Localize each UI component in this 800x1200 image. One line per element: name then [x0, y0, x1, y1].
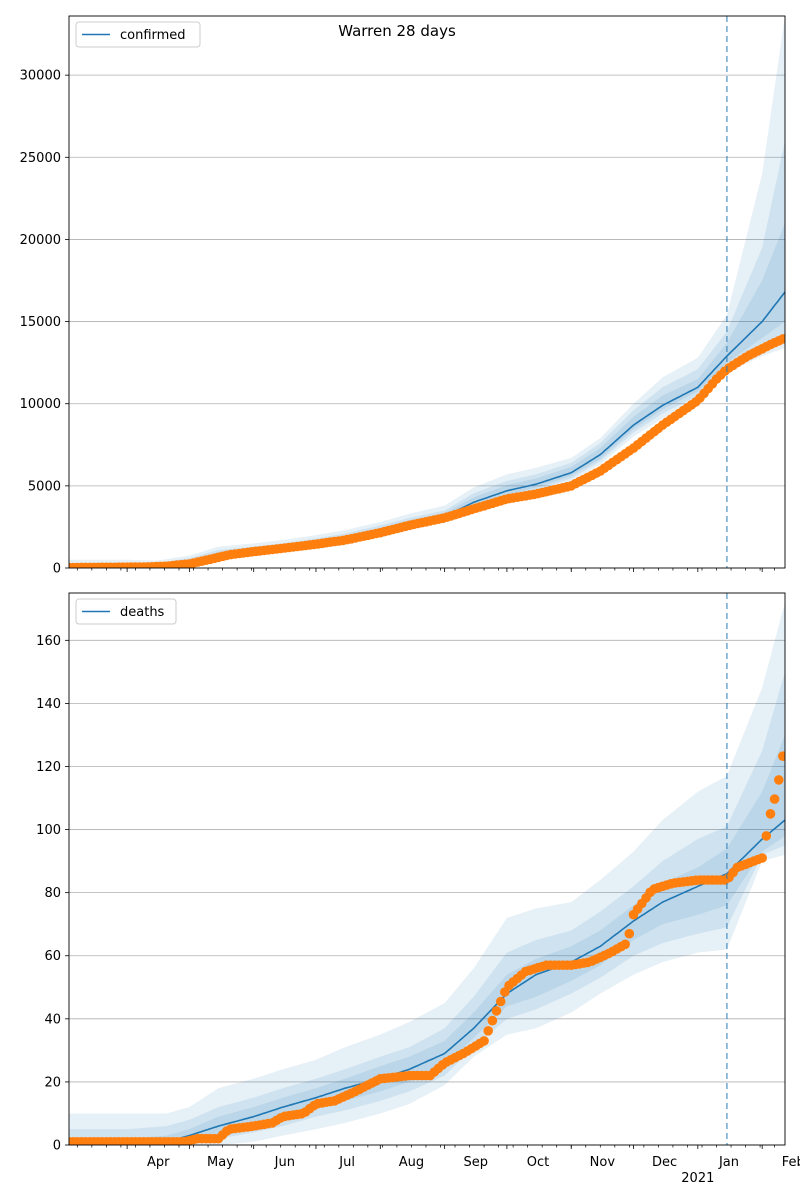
x-tick-label: Sep — [464, 1155, 489, 1170]
observed-point — [487, 1015, 498, 1026]
y-tick-label: 20 — [44, 1075, 61, 1090]
uncertainty-band — [69, 602, 785, 1145]
plot-area — [69, 16, 785, 568]
x-tick-sublabel: 2021 — [681, 1171, 714, 1186]
observed-point — [479, 1036, 489, 1046]
observed-point — [778, 334, 785, 344]
confirmed-panel: 0 5000 10000 15000 20000 25000 30000 confirmed — [20, 15, 786, 577]
fit-line — [69, 819, 785, 1145]
observed-point — [765, 809, 776, 819]
observed-point — [778, 751, 785, 761]
observed-point — [620, 939, 630, 950]
observed-point — [624, 928, 635, 939]
observed-point — [761, 831, 772, 841]
observed-point — [483, 1026, 494, 1036]
plot-area — [69, 602, 785, 1145]
legend-label: deaths — [120, 605, 165, 620]
observed-point — [757, 853, 767, 863]
y-tick-label: 140 — [36, 697, 61, 712]
legend-label: confirmed — [120, 28, 186, 43]
figure-title: Warren 28 days — [338, 22, 456, 40]
y-tick-label: 40 — [44, 1012, 61, 1027]
y-tick-label: 30000 — [20, 69, 61, 84]
x-tick-label: Feb — [782, 1155, 800, 1170]
x-tick-label: Nov — [590, 1155, 616, 1170]
y-tick-label: 10000 — [20, 397, 61, 412]
y-tick-label: 25000 — [20, 151, 61, 166]
observed-point — [774, 775, 784, 785]
x-tick-label: May — [207, 1155, 234, 1170]
axes-frame — [68, 15, 786, 569]
legend-box — [75, 21, 201, 48]
uncertainty-band — [69, 734, 785, 1145]
observed-point — [491, 1006, 502, 1016]
y-tick-label: 100 — [36, 823, 61, 838]
y-tick-label: 5000 — [28, 479, 61, 494]
y-tick-label: 0 — [53, 1139, 61, 1154]
y-tick-label: 20000 — [20, 233, 61, 248]
legend-box — [75, 598, 177, 625]
y-tick-label: 120 — [36, 760, 61, 775]
observed-point — [495, 996, 506, 1007]
x-tick-label: Jun — [274, 1155, 295, 1170]
y-tick-label: 160 — [36, 634, 61, 649]
x-tick-label: Oct — [527, 1155, 549, 1170]
y-tick-label: 60 — [44, 949, 61, 964]
x-tick-label: Aug — [399, 1155, 424, 1170]
axes-frame — [68, 592, 786, 1146]
deaths-panel: 0 20 40 60 80 100 120 140 160 Apr May Jun Jul Aug Sep O… — [36, 592, 800, 1186]
y-tick-label: 15000 — [20, 315, 61, 330]
x-tick-label: Jul — [338, 1155, 355, 1170]
x-tick-label: Jan — [718, 1155, 739, 1170]
uncertainty-band — [69, 140, 785, 568]
y-tick-label: 80 — [44, 886, 61, 901]
x-tick-label: Dec — [652, 1155, 677, 1170]
x-tick-label: Apr — [147, 1155, 170, 1170]
observed-point — [769, 794, 780, 804]
y-tick-label: 0 — [53, 562, 61, 577]
uncertainty-band — [69, 16, 785, 568]
